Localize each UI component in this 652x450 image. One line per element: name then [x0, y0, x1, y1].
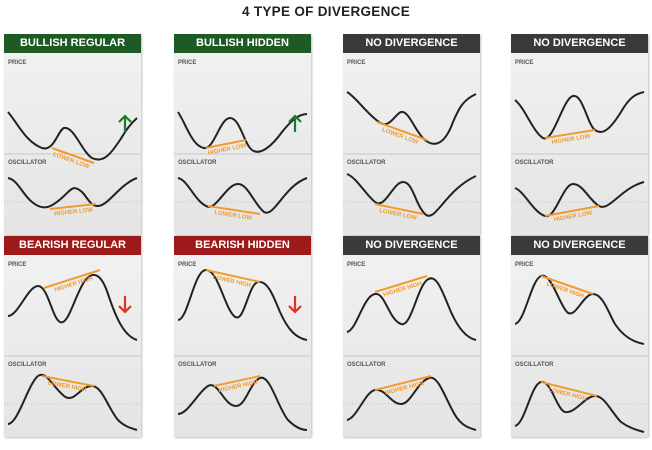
- oscillator-divergence-label: HIGHER LOW: [553, 210, 593, 223]
- panel-header: BEARISH HIDDEN: [174, 236, 311, 255]
- panel-header: NO DIVERGENCE: [343, 236, 480, 255]
- price-section-label: PRICE: [515, 60, 533, 66]
- price-curve: [7, 273, 138, 341]
- panel-header: BULLISH HIDDEN: [174, 34, 311, 53]
- oscillator-divergence-line: [544, 205, 600, 217]
- price-divergence-line: [51, 147, 95, 164]
- up-arrow-icon: [118, 114, 132, 132]
- price-section-label: PRICE: [347, 262, 365, 268]
- divergence-panel: NO DIVERGENCE PRICE OSCILLATOR HIGHER LOW HI…: [511, 34, 648, 235]
- price-curve: [346, 277, 477, 341]
- oscillator-curve: [346, 173, 477, 217]
- oscillator-divergence-line: [213, 375, 261, 387]
- price-section-label: PRICE: [347, 60, 365, 66]
- oscillator-curve: [177, 177, 308, 214]
- oscillator-divergence-line: [49, 203, 97, 210]
- price-divergence-line: [374, 275, 428, 293]
- panel-header: NO DIVERGENCE: [511, 236, 648, 255]
- down-arrow-icon: [288, 296, 302, 314]
- oscillator-section-label: OSCILLATOR: [178, 362, 217, 368]
- oscillator-section-label: OSCILLATOR: [347, 362, 386, 368]
- price-curve: [514, 274, 645, 345]
- divergence-panel: BEARISH REGULAR PRICE OSCILLATOR HIGHER HIG…: [4, 236, 141, 437]
- oscillator-divergence-label: LOWER LOW: [214, 210, 253, 222]
- page-title: 4 TYPE OF DIVERGENCE: [241, 4, 411, 19]
- price-divergence-label: LOWER HIGH: [212, 275, 251, 289]
- oscillator-curve: [177, 376, 308, 431]
- price-divergence-line: [43, 269, 101, 289]
- divergence-panel: BULLISH HIDDEN PRICE OSCILLATOR HIGHER LOW L…: [174, 34, 311, 235]
- oscillator-divergence-label: LOWER LOW: [379, 208, 418, 222]
- oscillator-curve: [514, 181, 645, 218]
- price-section-label: PRICE: [8, 262, 26, 268]
- price-divergence-label: HIGHER LOW: [207, 143, 247, 157]
- divergence-panel: BULLISH REGULAR PRICE OSCILLATOR LOWER LOW H…: [4, 34, 141, 235]
- oscillator-section-label: OSCILLATOR: [178, 160, 217, 166]
- price-divergence-line: [376, 121, 428, 141]
- oscillator-section-label: OSCILLATOR: [8, 362, 47, 368]
- oscillator-section-label: OSCILLATOR: [515, 362, 554, 368]
- price-curve: [177, 111, 308, 153]
- panel-header: NO DIVERGENCE: [343, 34, 480, 53]
- oscillator-divergence-line: [207, 205, 261, 215]
- oscillator-curve: [346, 376, 477, 431]
- up-arrow-icon: [288, 114, 302, 132]
- price-curve: [346, 91, 477, 145]
- price-section-label: PRICE: [178, 60, 196, 66]
- oscillator-curve: [7, 177, 138, 209]
- price-section-label: PRICE: [515, 262, 533, 268]
- oscillator-divergence-label: HIGHER LOW: [54, 207, 94, 217]
- panel-header: BULLISH REGULAR: [4, 34, 141, 53]
- price-curve: [514, 91, 645, 140]
- panel-header: BEARISH REGULAR: [4, 236, 141, 255]
- price-divergence-line: [205, 269, 261, 283]
- oscillator-divergence-line: [41, 375, 95, 387]
- oscillator-section-label: OSCILLATOR: [515, 160, 554, 166]
- price-curve: [177, 268, 308, 341]
- price-divergence-line: [544, 129, 596, 139]
- oscillator-divergence-line: [374, 203, 424, 215]
- oscillator-divergence-line: [374, 375, 432, 391]
- price-curve: [7, 111, 138, 161]
- oscillator-divergence-line: [540, 381, 598, 397]
- down-arrow-icon: [118, 296, 132, 314]
- price-section-label: PRICE: [8, 60, 26, 66]
- oscillator-curve: [514, 381, 645, 433]
- oscillator-curve: [7, 373, 138, 431]
- oscillator-section-label: OSCILLATOR: [8, 160, 47, 166]
- divergence-panel: BEARISH HIDDEN PRICE OSCILLATOR LOWER HIGH H…: [174, 236, 311, 437]
- panel-diagram: PRICE OSCILLATOR HIGHER LOW LOWER LOW: [174, 60, 311, 222]
- price-divergence-line: [205, 139, 247, 149]
- panel-header: NO DIVERGENCE: [511, 34, 648, 53]
- oscillator-divergence-label: LOWER HIGH: [47, 380, 86, 393]
- divergence-panel: NO DIVERGENCE PRICE OSCILLATOR HIGHER HIGH H…: [343, 236, 480, 437]
- oscillator-section-label: OSCILLATOR: [347, 160, 386, 166]
- divergence-panel: NO DIVERGENCE PRICE OSCILLATOR LOWER LOW LOW…: [343, 34, 480, 235]
- price-divergence-line: [540, 275, 594, 295]
- price-section-label: PRICE: [178, 262, 196, 268]
- divergence-panel: NO DIVERGENCE PRICE OSCILLATOR LOWER HIGH LO…: [511, 236, 648, 437]
